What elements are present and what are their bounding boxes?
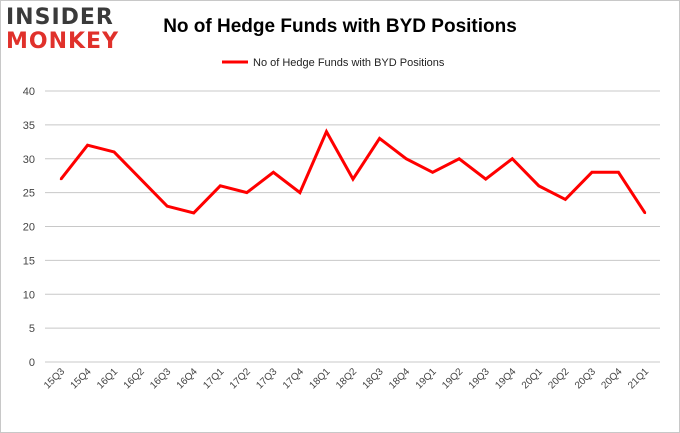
y-tick-label: 30: [23, 154, 35, 166]
x-tick-label: 19Q4: [493, 366, 518, 391]
data-point: [617, 171, 620, 174]
x-tick-label: 20Q1: [520, 366, 545, 391]
series-lines: [59, 128, 647, 215]
x-tick-label: 15Q4: [69, 366, 94, 391]
data-point: [245, 191, 249, 194]
data-point: [219, 184, 222, 188]
data-point: [378, 137, 381, 140]
x-tick-label: 15Q3: [42, 366, 67, 391]
chart-title: No of Hedge Funds with BYD Positions: [163, 16, 517, 37]
x-tick-label: 17Q1: [201, 366, 226, 391]
data-point: [112, 150, 116, 154]
x-tick-label: 17Q3: [254, 366, 279, 391]
x-tick-label: 16Q2: [122, 366, 147, 391]
data-point: [59, 177, 63, 181]
x-tick-label: 18Q4: [387, 366, 412, 391]
data-point: [537, 184, 541, 188]
data-point: [298, 191, 302, 194]
data-point: [404, 157, 408, 160]
data-point: [431, 171, 434, 174]
legend: No of Hedge Funds with BYD Positions: [222, 57, 445, 69]
data-point: [643, 211, 647, 215]
x-axis-ticks: 15Q3 15Q4 16Q1 16Q2 16Q3 16Q4 17Q1 17Q2 17Q3 17Q4…: [42, 366, 651, 391]
x-tick-label: 16Q3: [148, 366, 173, 391]
data-point: [272, 171, 275, 174]
data-point: [564, 198, 567, 201]
x-tick-label: 18Q1: [307, 366, 332, 391]
series-line: [59, 128, 647, 215]
x-tick-label: 20Q4: [599, 366, 624, 391]
y-tick-label: 20: [23, 222, 35, 234]
x-tick-label: 20Q2: [546, 366, 571, 391]
data-point: [192, 211, 195, 215]
data-point: [511, 157, 514, 160]
y-tick-label: 35: [23, 120, 35, 132]
logo-text-monkey: MONKEY: [6, 29, 120, 54]
x-tick-label: 17Q4: [281, 366, 306, 391]
y-tick-label: 25: [23, 188, 35, 200]
data-point: [484, 177, 487, 181]
insider-monkey-logo: INSIDER MONKEY: [6, 6, 130, 58]
data-point: [351, 177, 355, 181]
logo-text-insider: INSIDER: [6, 5, 114, 30]
y-tick-label: 10: [23, 289, 35, 301]
y-tick-label: 40: [23, 86, 35, 98]
data-point: [325, 130, 328, 133]
x-tick-label: 16Q1: [95, 366, 120, 391]
legend-label: No of Hedge Funds with BYD Positions: [253, 57, 445, 69]
x-tick-label: 18Q2: [334, 366, 359, 391]
data-point: [590, 171, 594, 174]
x-tick-label: 19Q1: [414, 366, 439, 391]
data-point: [165, 204, 169, 208]
data-point: [457, 157, 461, 160]
x-tick-label: 16Q4: [175, 366, 200, 391]
x-tick-label: 19Q2: [440, 366, 465, 391]
gridlines: [45, 90, 660, 363]
data-point: [139, 177, 142, 181]
x-tick-label: 19Q3: [467, 366, 492, 391]
x-tick-label: 18Q3: [361, 366, 386, 391]
x-tick-label: 20Q3: [573, 366, 598, 391]
y-tick-label: 0: [29, 357, 35, 369]
y-axis-ticks: 0 5 10 15 20 25 30 35 40: [23, 86, 35, 369]
x-tick-label: 21Q1: [626, 366, 651, 391]
x-tick-label: 17Q2: [228, 366, 253, 391]
y-tick-label: 5: [29, 323, 35, 335]
y-tick-label: 15: [23, 255, 35, 267]
data-point: [86, 144, 89, 147]
